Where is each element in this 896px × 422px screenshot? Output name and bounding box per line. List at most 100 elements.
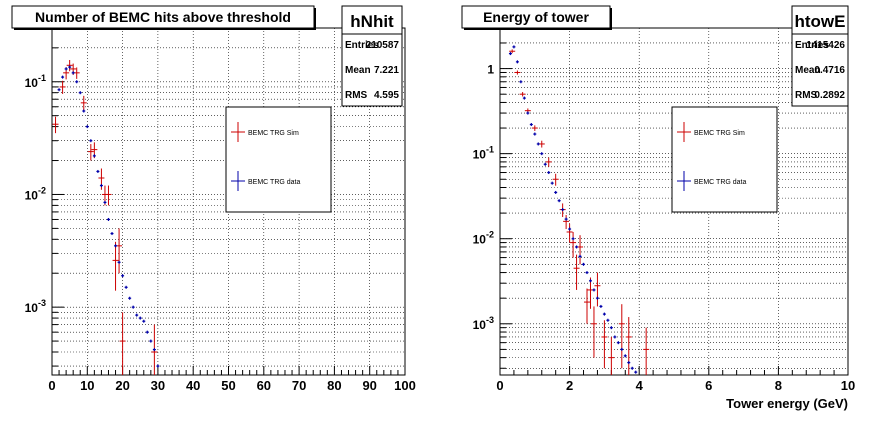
- data-point: [582, 262, 586, 266]
- stats-box: [791, 5, 849, 107]
- data-point: [540, 152, 544, 156]
- legend-box: [671, 106, 778, 213]
- x-tick-label: 2: [566, 378, 573, 393]
- y-tick-label: 1: [487, 63, 494, 77]
- data-point: [613, 335, 617, 339]
- data-point: [509, 49, 516, 54]
- data-point: [547, 171, 551, 175]
- data-point: [564, 217, 568, 221]
- data-point: [512, 45, 516, 49]
- data-point: [85, 125, 89, 129]
- stats-value: 4.595: [374, 90, 399, 101]
- data-point: [135, 313, 139, 317]
- data-point: [522, 96, 526, 100]
- y-tick-label: 10-2: [25, 185, 46, 202]
- data-point: [103, 200, 107, 204]
- legend-label: BEMC TRG Sim: [248, 130, 299, 137]
- data-point: [508, 52, 512, 56]
- y-tick-label: 10-2: [473, 230, 494, 247]
- legend-box: [225, 106, 332, 213]
- legend-label: BEMC TRG data: [248, 179, 300, 186]
- data-point: [73, 67, 80, 79]
- data-point: [543, 162, 547, 166]
- data-point: [64, 67, 68, 71]
- chart-title: Energy of tower: [483, 9, 589, 25]
- data-point: [594, 272, 601, 307]
- y-tick-label: 10-3: [25, 298, 46, 315]
- data-point: [575, 245, 579, 249]
- stats-value: 0.4716: [814, 65, 845, 76]
- data-point: [568, 227, 572, 231]
- data-point: [561, 208, 565, 212]
- data-point: [643, 327, 650, 375]
- data-point: [149, 339, 153, 343]
- x-tick-label: 0: [496, 378, 503, 393]
- stats-value: 0.2892: [814, 90, 845, 101]
- y-tick-label: 10-1: [473, 145, 494, 162]
- data-point: [156, 364, 160, 368]
- data-point: [119, 312, 126, 375]
- data-point: [92, 154, 96, 158]
- x-tick-label: 4: [636, 378, 644, 393]
- stats-label: RMS: [345, 90, 368, 101]
- data-point: [89, 139, 93, 143]
- data-point: [80, 95, 87, 112]
- x-tick-label: 0: [48, 378, 55, 393]
- x-tick-label: 20: [115, 378, 129, 393]
- data-point: [52, 116, 59, 134]
- x-tick-label: 50: [221, 378, 235, 393]
- chart-title: Number of BEMC hits above threshold: [35, 9, 291, 25]
- data-point: [71, 71, 75, 75]
- data-point: [131, 305, 135, 309]
- data-point: [531, 125, 538, 131]
- series-data: [508, 45, 638, 374]
- data-point: [570, 231, 577, 258]
- data-point: [515, 60, 519, 64]
- data-point: [57, 88, 61, 92]
- series-data: [57, 65, 160, 368]
- data-point: [106, 217, 110, 221]
- data-point: [114, 244, 118, 248]
- data-point: [630, 366, 634, 370]
- data-point: [554, 190, 558, 194]
- data-point: [571, 237, 575, 241]
- chart-panel-htowE: 0 2 4 6 8 10 10-3 10-2 10-1 1 Tower energy (GeV) En…: [458, 5, 890, 411]
- data-point: [529, 123, 533, 127]
- data-point: [623, 354, 627, 358]
- data-point: [627, 361, 631, 365]
- data-point: [78, 91, 82, 95]
- data-point: [145, 330, 149, 334]
- data-point: [563, 215, 570, 230]
- stats-label: Entries: [795, 40, 829, 51]
- data-point: [519, 92, 526, 97]
- data-point: [609, 326, 613, 330]
- data-point: [87, 144, 94, 161]
- data-point: [124, 285, 128, 289]
- x-tick-label: 10: [80, 378, 94, 393]
- x-tick-label: 40: [186, 378, 200, 393]
- data-point: [536, 142, 540, 146]
- x-tick-label: 90: [362, 378, 376, 393]
- x-tick-label: 70: [292, 378, 306, 393]
- data-point: [75, 80, 79, 84]
- data-point: [590, 306, 597, 358]
- x-tick-label: 30: [151, 378, 165, 393]
- x-tick-label: 60: [257, 378, 271, 393]
- x-tick-label: 80: [327, 378, 341, 393]
- data-point: [599, 304, 603, 308]
- x-axis-label: Tower energy (GeV): [726, 396, 848, 411]
- data-point: [606, 318, 610, 322]
- data-point: [59, 80, 66, 94]
- stats-box: [341, 5, 403, 107]
- data-point: [533, 132, 537, 136]
- data-point: [588, 279, 592, 283]
- data-point: [552, 173, 559, 186]
- data-point: [82, 109, 86, 113]
- data-point: [566, 223, 573, 243]
- data-point: [96, 169, 100, 173]
- stats-value: 210587: [366, 40, 400, 51]
- data-point: [592, 288, 596, 292]
- data-point: [514, 70, 521, 75]
- data-point: [519, 80, 523, 84]
- stats-value: 7.221: [374, 65, 399, 76]
